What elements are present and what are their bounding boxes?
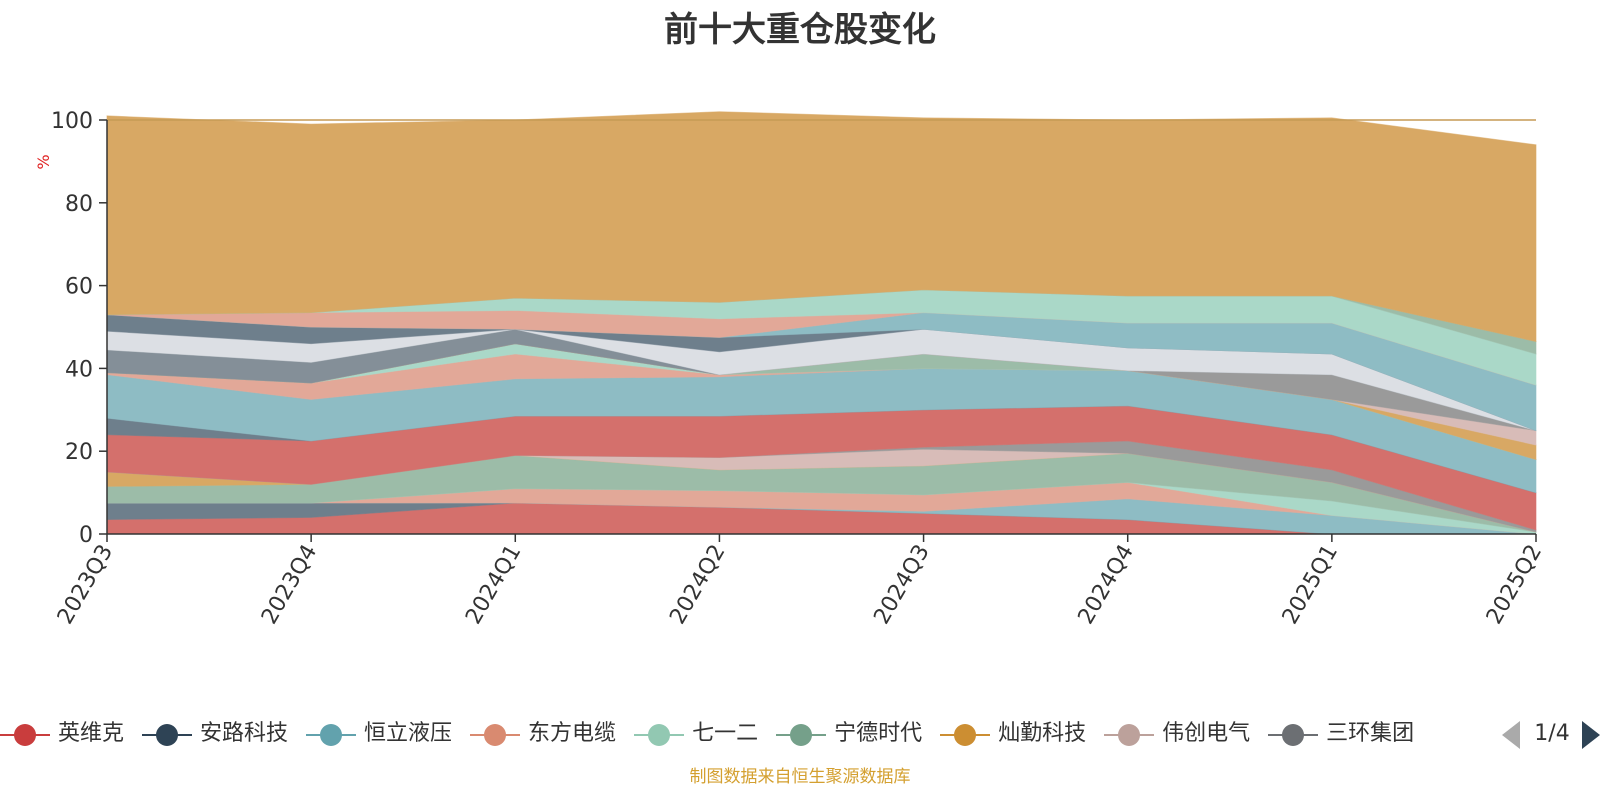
chart-title: 前十大重仓股变化 [664, 10, 936, 50]
legend-items: 英维克 安路科技 恒立液压 东方电缆 七一二 宁德时代 灿勤科技 伟创电气 三环集团 [0, 715, 1480, 755]
y-tick-label: 80 [65, 192, 93, 217]
legend-marker-icon [1268, 724, 1319, 746]
x-tick-label: 2025Q2 [1482, 541, 1547, 629]
legend-marker-icon [634, 724, 685, 746]
y-tick-label: 60 [65, 275, 93, 300]
legend-item[interactable]: 安路科技 [142, 715, 288, 755]
legend-label: 东方电缆 [528, 721, 617, 746]
legend-prev-page-icon[interactable] [1500, 719, 1522, 751]
legend-marker-icon [0, 724, 50, 746]
legend-item[interactable]: 三环集团 [1268, 715, 1414, 755]
legend-marker-icon [142, 724, 193, 746]
x-tick-label: 2023Q4 [257, 541, 322, 629]
legend-label: 英维克 [58, 721, 125, 746]
axes [106, 120, 1536, 535]
legend-item[interactable]: 宁德时代 [776, 715, 922, 755]
area-series-band [106, 111, 1537, 343]
x-ticks: 2023Q3 2023Q4 2024Q1 2024Q2 2024Q3 2024Q4 2025… [53, 534, 1547, 629]
legend-label: 恒立液压 [364, 721, 453, 746]
x-tick-label: 2024Q2 [665, 541, 730, 629]
source-note: 制图数据来自恒生聚源数据库 [689, 767, 911, 787]
x-tick-label: 2024Q1 [461, 541, 526, 629]
legend-label: 七一二 [692, 721, 759, 746]
y-axis-label: % [34, 154, 53, 169]
legend-marker-icon [940, 724, 991, 746]
x-tick-label: 2025Q1 [1278, 541, 1343, 629]
y-tick-label: 20 [65, 440, 93, 465]
y-ticks: 0 20 40 60 80 100 [51, 109, 107, 548]
legend-next-page-icon[interactable] [1580, 719, 1600, 751]
legend-marker-icon [470, 724, 521, 746]
legend-item[interactable]: 灿勤科技 [940, 715, 1086, 755]
legend-item[interactable]: 七一二 [634, 715, 758, 755]
legend-label: 灿勤科技 [998, 721, 1087, 746]
legend-label: 宁德时代 [834, 721, 923, 746]
legend-marker-icon [776, 724, 827, 746]
x-tick-label: 2023Q3 [53, 541, 118, 629]
x-tick-label: 2024Q4 [1074, 541, 1139, 629]
y-tick-label: 100 [51, 109, 93, 134]
legend-page-indicator: 1/4 [1534, 721, 1570, 746]
legend-label: 三环集团 [1326, 721, 1415, 746]
legend: 英维克 安路科技 恒立液压 东方电缆 七一二 宁德时代 灿勤科技 伟创电气 三环集团 1/4 [0, 715, 1600, 755]
x-tick-label: 2024Q3 [869, 541, 934, 629]
legend-item[interactable]: 英维克 [0, 715, 124, 755]
legend-label: 伟创电气 [1162, 721, 1251, 746]
legend-item[interactable]: 恒立液压 [306, 715, 452, 755]
y-tick-label: 40 [65, 357, 93, 382]
legend-marker-icon [306, 724, 357, 746]
y-tick-label: 0 [79, 523, 93, 548]
stacked-areas [106, 111, 1537, 535]
legend-item[interactable]: 东方电缆 [470, 715, 616, 755]
legend-label: 安路科技 [200, 721, 289, 746]
legend-pager: 1/4 [1500, 715, 1600, 755]
legend-marker-icon [1104, 724, 1155, 746]
legend-item[interactable]: 伟创电气 [1104, 715, 1250, 755]
